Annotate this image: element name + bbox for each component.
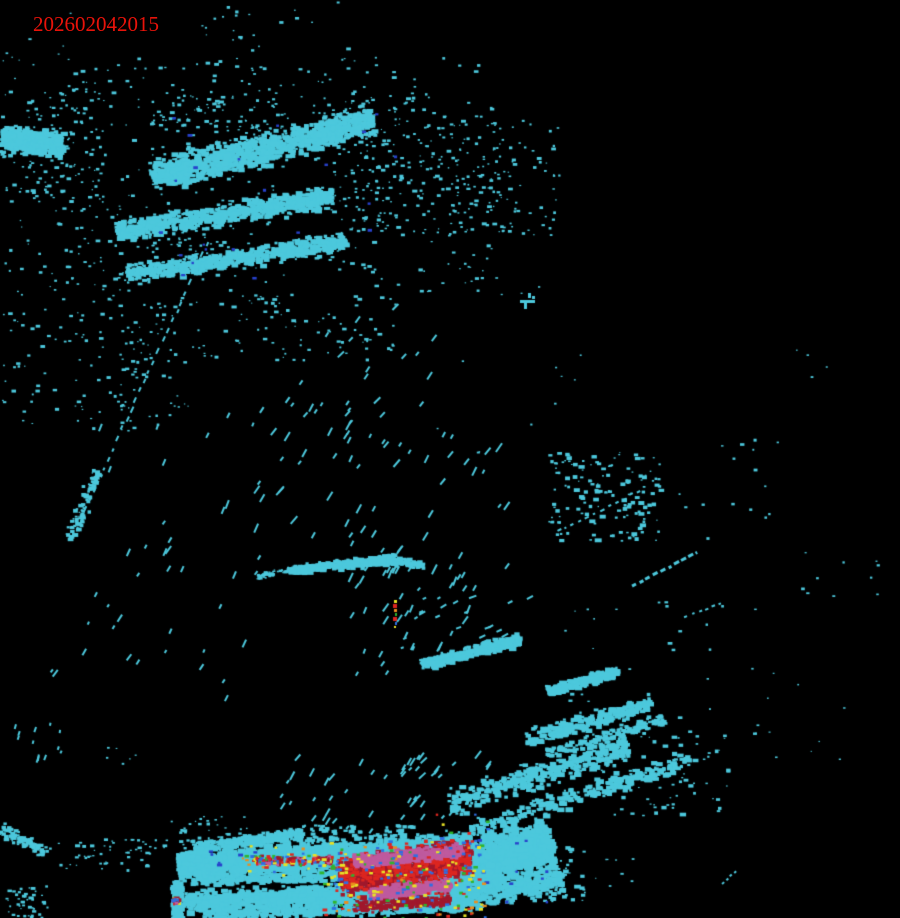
timestamp-label: 202602042015 bbox=[33, 12, 159, 36]
